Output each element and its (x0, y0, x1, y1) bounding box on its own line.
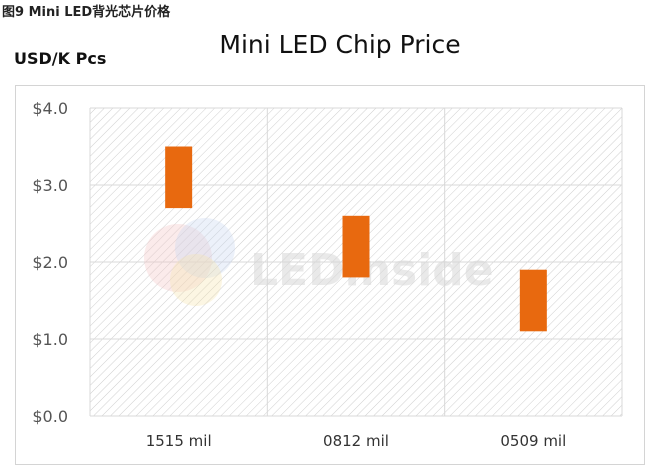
y-axis-unit-label: USD/K Pcs (14, 49, 107, 68)
watermark-logo-mark (144, 224, 212, 292)
y-axis: $0.0 $1.0 $2.0 $3.0 $4.0 (32, 99, 68, 426)
price-range-bars (165, 146, 547, 332)
watermark-logo-mark (175, 218, 235, 278)
price-range-bar (342, 215, 370, 278)
y-tick-label: $3.0 (32, 176, 68, 195)
y-tick-label: $1.0 (32, 330, 68, 349)
x-category-label: 1515 mil (146, 432, 212, 450)
price-range-bar (519, 269, 547, 332)
watermark-text: LEDinside (250, 245, 494, 296)
watermark: LEDinside (144, 218, 494, 306)
x-category-label: 0812 mil (323, 432, 389, 450)
chart-title: Mini LED Chip Price (219, 30, 461, 59)
price-range-bar (165, 146, 193, 209)
x-category-label: 0509 mil (500, 432, 566, 450)
x-axis: 1515 mil 0812 mil 0509 mil (146, 432, 567, 450)
y-tick-label: $2.0 (32, 253, 68, 272)
chart-frame (15, 85, 645, 465)
figure-caption: 图9 Mini LED背光芯片价格 (2, 5, 171, 20)
y-tick-label: $4.0 (32, 99, 68, 118)
y-tick-label: $0.0 (32, 407, 68, 426)
watermark-logo-mark (170, 254, 222, 306)
